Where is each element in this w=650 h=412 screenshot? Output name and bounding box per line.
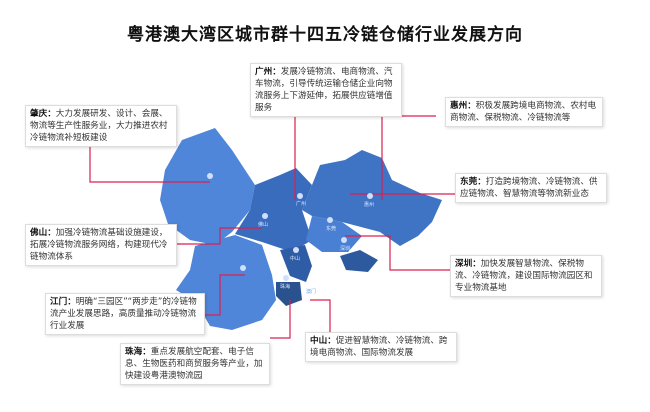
pin-icon (283, 275, 289, 281)
pin-icon (327, 217, 333, 223)
map-region-shenzhen (340, 250, 378, 272)
city-name: 惠州： (450, 101, 476, 111)
map-label-zhuhai: 珠海 (280, 283, 290, 290)
city-box-shenzhen: 深圳：加快发展智慧物流、保税物流、冷链物流，建设国际物流园区和专业物流基地 (450, 255, 602, 297)
city-name: 东莞： (460, 177, 486, 187)
city-box-jiangmen: 江门：明确“三园区”“两步走”的冷链物流产业发展思路，高质量推动冷链物流行业发展 (45, 293, 205, 335)
city-text: 发展冷链物流、电商物流、汽车物流，引导传统运输仓储企业向物流服务上下游延伸，拓展… (255, 67, 393, 113)
map-label-dongguan: 东莞 (326, 225, 336, 232)
map-label-foshan: 佛山 (258, 221, 268, 228)
pin-icon (240, 265, 246, 271)
map-label-guangzhou: 广州 (296, 200, 306, 207)
pin-icon (207, 173, 213, 179)
page-title: 粤港澳大湾区城市群十四五冷链仓储行业发展方向 (127, 25, 523, 45)
city-name: 江门： (50, 297, 76, 307)
pin-icon (293, 247, 299, 253)
city-text: 加快发展智慧物流、保税物流、冷链物流，建设国际物流园区和专业物流基地 (455, 259, 593, 293)
map-region-dongguan (306, 216, 362, 252)
city-text: 积极发展跨境电商物流、农村电商物流、保税物流、冷链物流等 (450, 101, 597, 123)
pin-icon (367, 193, 373, 199)
map-region-guangzhou (235, 168, 312, 252)
city-box-dongguan: 东莞：打造跨境物流、冷链物流、供应链物流、智慧物流等物流新业态 (455, 173, 607, 203)
city-box-zhongshan: 中山：促进智慧物流、冷链物流、跨境电商物流、国际物流发展 (305, 332, 457, 362)
city-name: 佛山： (30, 228, 56, 238)
pin-icon (297, 193, 303, 199)
city-name: 中山： (310, 336, 336, 346)
city-box-guangzhou: 广州：发展冷链物流、电商物流、汽车物流，引导传统运输仓储企业向物流服务上下游延伸… (250, 63, 402, 117)
city-text: 促进智慧物流、冷链物流、跨境电商物流、国际物流发展 (310, 336, 448, 358)
city-text: 明确“三园区”“两步走”的冷链物流产业发展思路，高质量推动冷链物流行业发展 (50, 297, 197, 331)
map-label-huizhou: 惠州 (364, 201, 374, 208)
city-box-zhuhai: 珠海：重点发展航空配套、电子信息、生物医药和商贸服务等产业，加快建设粤港澳物流园 (120, 343, 270, 385)
map-region-zhaoqing (160, 128, 255, 245)
pin-icon (262, 213, 268, 219)
map-pins (207, 173, 373, 281)
city-name: 深圳： (455, 259, 481, 269)
map-region-zhuhai (276, 282, 302, 306)
city-text: 大力发展研发、设计、会展、物流等生产性服务业，大力推进农村冷链物流补短板建设 (30, 109, 168, 143)
city-name: 珠海： (125, 347, 151, 357)
city-box-huizhou: 惠州：积极发展跨境电商物流、农村电商物流、保税物流、冷链物流等 (445, 97, 603, 127)
city-text: 打造跨境物流、冷链物流、供应链物流、智慧物流等物流新业态 (460, 177, 598, 199)
map-label-macau: 澳门 (306, 288, 316, 295)
city-name: 广州： (255, 67, 281, 77)
map-label-zhongshan: 中山 (290, 255, 300, 262)
city-box-zhaoqing: 肇庆：大力发展研发、设计、会展、物流等生产性服务业，大力推进农村冷链物流补短板建… (25, 105, 177, 147)
city-box-foshan: 佛山：加强冷链物流基础设施建设，拓展冷链物流服务网络，构建现代冷链物流体系 (25, 224, 177, 266)
city-text: 重点发展航空配套、电子信息、生物医药和商贸服务等产业，加快建设粤港澳物流园 (125, 347, 263, 381)
city-text: 加强冷链物流基础设施建设，拓展冷链物流服务网络，构建现代冷链物流体系 (30, 228, 168, 262)
pin-icon (341, 237, 347, 243)
map-label-shenzhen: 深圳 (340, 245, 350, 252)
city-name: 肇庆： (30, 109, 56, 119)
map-region-zhongshan (280, 245, 312, 282)
